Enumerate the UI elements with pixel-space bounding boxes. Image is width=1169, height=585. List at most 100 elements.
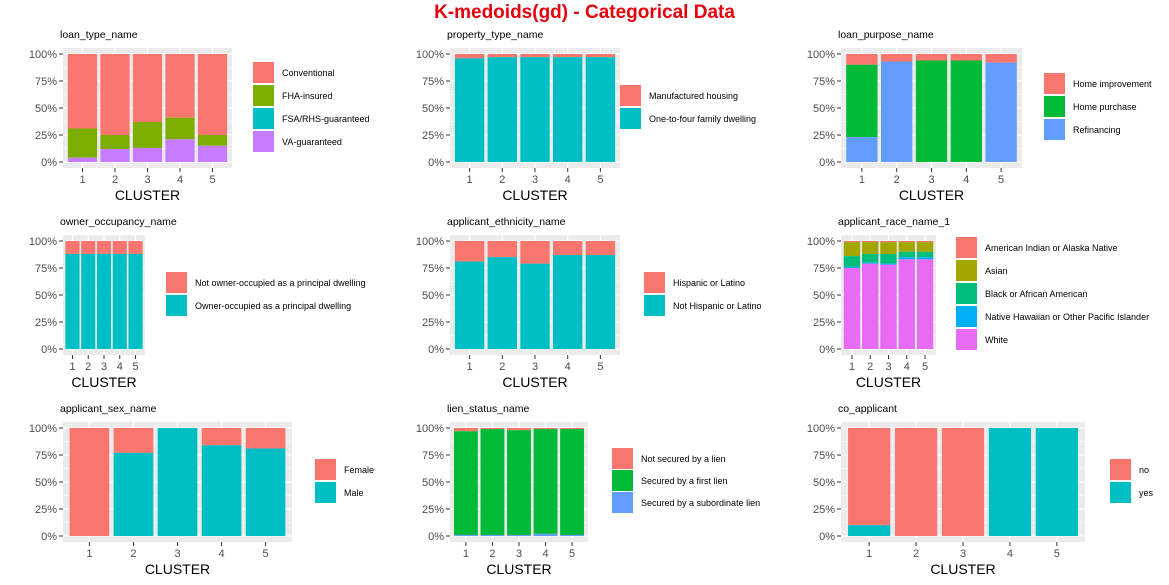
y-tick-label: 0%	[428, 157, 444, 169]
legend-label: yes	[1139, 488, 1154, 498]
bar-segment	[585, 57, 616, 162]
legend: Not owner-occupied as a principal dwelli…	[166, 272, 366, 316]
bar-segment	[197, 54, 228, 135]
bar-segment	[67, 54, 98, 129]
bar-segment	[898, 259, 915, 349]
bar-segment	[552, 54, 583, 58]
bar-segment	[480, 534, 505, 536]
x-tick-label: 2	[130, 548, 136, 560]
panel-title: applicant_ethnicity_name	[447, 216, 566, 228]
bar-segment	[862, 263, 879, 349]
bar-segment	[862, 242, 879, 254]
chart-panel-9: 0% 25% 50% 75% 100% 1 2 3 4 5 CLUSTER co_applicantn…	[807, 403, 1154, 577]
legend-label: Not owner-occupied as a principal dwelli…	[195, 278, 366, 288]
bar-segment	[100, 135, 130, 150]
bar-segment	[533, 428, 558, 430]
bar-segment	[157, 428, 198, 536]
bar-segment	[846, 137, 878, 162]
legend-label: Conventional	[282, 68, 335, 78]
x-axis-title: CLUSTER	[71, 374, 136, 390]
x-tick-label: 4	[565, 361, 571, 373]
y-tick-label: 75%	[35, 263, 57, 275]
x-tick-label: 3	[532, 174, 538, 186]
y-tick-label: 0%	[41, 531, 57, 543]
bar-segment	[128, 253, 143, 349]
y-tick-label: 100%	[807, 236, 835, 248]
bar-segment	[985, 54, 1017, 63]
x-tick-label: 5	[569, 548, 575, 560]
bar-segment	[881, 61, 913, 163]
bar-segment	[533, 533, 558, 536]
y-tick-label: 75%	[813, 263, 835, 275]
chart-panel-7: 0% 25% 50% 75% 100% 1 2 3 4 5 CLUSTER applicant_sex…	[29, 403, 374, 577]
bar-segment	[843, 256, 861, 267]
bar-segment	[843, 266, 861, 268]
x-tick-label: 2	[489, 548, 495, 560]
x-tick-label: 2	[913, 548, 919, 560]
bar-segment	[520, 241, 550, 264]
bar-segment	[201, 445, 242, 536]
x-tick-label: 4	[904, 361, 910, 373]
panel-title: co_applicant	[838, 403, 897, 415]
legend: Hispanic or Latino Not Hispanic or Latino	[644, 272, 762, 316]
bar-segment	[985, 62, 1017, 162]
y-tick-label: 50%	[422, 477, 444, 489]
y-tick-label: 100%	[29, 49, 57, 61]
x-axis-title: CLUSTER	[145, 561, 210, 577]
bar-segment	[881, 54, 913, 62]
legend-label: Black or African American	[985, 289, 1088, 299]
legend-key	[253, 62, 274, 83]
y-tick-label: 100%	[807, 49, 835, 61]
y-tick-label: 75%	[422, 76, 444, 88]
legend-key	[166, 272, 187, 293]
bar-segment	[165, 117, 195, 140]
legend-label: no	[1139, 465, 1149, 475]
bar-segment	[81, 253, 96, 349]
bar-segment	[916, 241, 934, 243]
legend-key	[956, 283, 977, 304]
bar-segment	[67, 128, 98, 158]
x-tick-label: 3	[174, 548, 180, 560]
panel-title: property_type_name	[447, 29, 543, 41]
legend-key	[956, 329, 977, 350]
panel-title: owner_occupancy_name	[60, 216, 177, 228]
panel-title: loan_purpose_name	[838, 29, 934, 41]
x-tick-label: 4	[117, 361, 123, 373]
bar-segment	[894, 428, 938, 536]
x-tick-label: 3	[960, 548, 966, 560]
legend: Conventional FHA-insured FSA/RHS-guarantee…	[253, 62, 370, 152]
panel-title: applicant_race_name_1	[838, 216, 950, 228]
y-tick-label: 0%	[819, 344, 835, 356]
x-tick-label: 2	[894, 174, 900, 186]
y-tick-label: 100%	[416, 423, 444, 435]
bar-segment	[520, 57, 550, 162]
legend-key	[166, 295, 187, 316]
bar-segment	[898, 257, 915, 260]
bar-segment	[454, 241, 485, 262]
x-tick-label: 5	[597, 361, 603, 373]
bar-segment	[454, 261, 485, 349]
x-tick-label: 2	[499, 361, 505, 373]
bar-segment	[507, 430, 531, 535]
bar-segment	[843, 242, 861, 257]
bar-segment	[453, 428, 478, 432]
bar-segment	[560, 428, 585, 430]
legend-key	[620, 108, 641, 129]
bar-segment	[67, 157, 98, 162]
bar-segment	[585, 54, 616, 58]
chart-panel-2: 0% 25% 50% 75% 100% 1 2 3 4 5 CLUSTER property_type…	[416, 29, 756, 203]
bar-segment	[846, 64, 878, 138]
bar-segment	[245, 448, 286, 536]
bar-segment	[585, 241, 616, 256]
x-tick-label: 2	[499, 174, 505, 186]
bar-segment	[950, 54, 982, 61]
x-tick-label: 5	[922, 361, 928, 373]
legend-key	[956, 260, 977, 281]
legend-key	[253, 131, 274, 152]
legend-key	[1044, 96, 1065, 117]
bar-segment	[552, 57, 583, 162]
bar-segment	[915, 60, 948, 163]
bar-segment	[96, 241, 112, 254]
legend-key	[253, 85, 274, 106]
